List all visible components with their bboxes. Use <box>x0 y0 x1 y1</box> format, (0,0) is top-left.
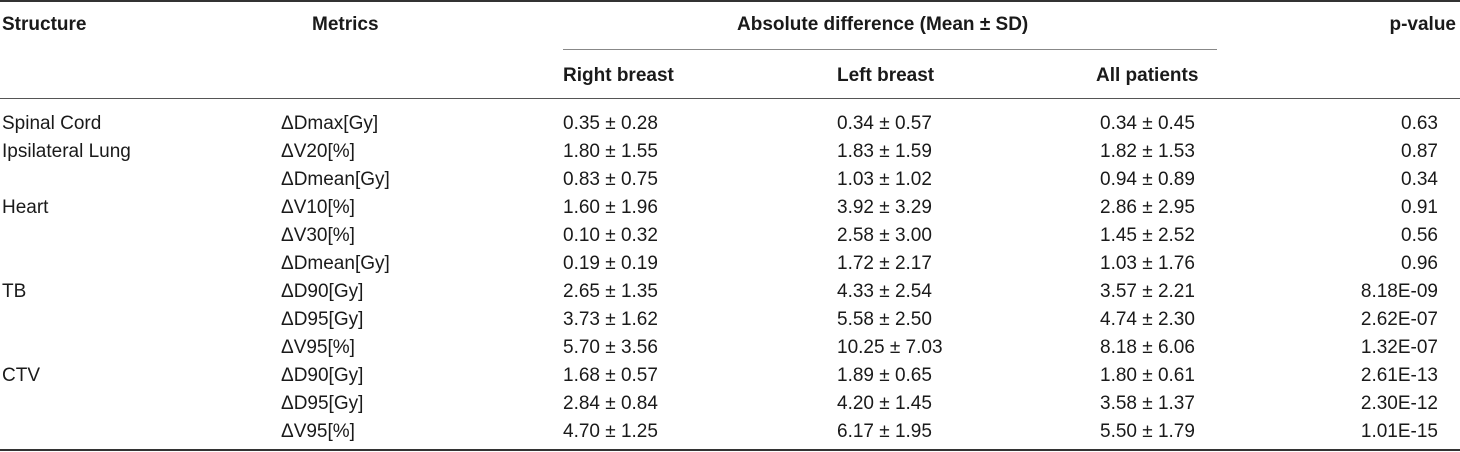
cell-all-patients: 2.86 ± 2.95 <box>1100 197 1195 218</box>
cell-right-breast: 5.70 ± 3.56 <box>563 337 658 358</box>
cell-structure: Spinal Cord <box>2 113 102 134</box>
cell-p-value: 0.56 <box>1401 225 1438 246</box>
cell-left-breast: 1.83 ± 1.59 <box>837 141 932 162</box>
cell-p-value: 2.62E-07 <box>1360 309 1438 330</box>
header-left-breast: Left breast <box>837 65 935 86</box>
cell-p-value: 0.63 <box>1401 113 1438 134</box>
table-row: ΔD95[Gy] 2.84 ± 0.84 4.20 ± 1.45 3.58 ± 1.3… <box>0 391 1460 419</box>
cell-all-patients: 1.80 ± 0.61 <box>1100 365 1195 386</box>
cell-p-value: 0.96 <box>1401 253 1438 274</box>
table-row: ΔD95[Gy] 3.73 ± 1.62 5.58 ± 2.50 4.74 ± 2.3… <box>0 307 1460 335</box>
table-body: Spinal Cord ΔDmax[Gy] 0.35 ± 0.28 0.34 ± 0.… <box>0 111 1460 447</box>
header-rule <box>0 98 1460 99</box>
table-row: CTV ΔD90[Gy] 1.68 ± 0.57 1.89 ± 0.65 1.80 ± … <box>0 363 1460 391</box>
table-row: Ipsilateral Lung ΔV20[%] 1.80 ± 1.55 1.83 ±… <box>0 139 1460 167</box>
table-row: ΔV95[%] 4.70 ± 1.25 6.17 ± 1.95 5.50 ± 1.79… <box>0 419 1460 447</box>
cell-p-value: 2.61E-13 <box>1360 365 1438 386</box>
cell-right-breast: 0.83 ± 0.75 <box>563 169 658 190</box>
cell-right-breast: 1.60 ± 1.96 <box>563 197 658 218</box>
cell-right-breast: 0.19 ± 0.19 <box>563 253 658 274</box>
cell-metric: ΔDmean[Gy] <box>281 253 390 274</box>
top-rule <box>0 0 1460 2</box>
cell-all-patients: 5.50 ± 1.79 <box>1100 421 1195 442</box>
cell-left-breast: 6.17 ± 1.95 <box>837 421 932 442</box>
cell-left-breast: 0.34 ± 0.57 <box>837 113 932 134</box>
cell-right-breast: 2.65 ± 1.35 <box>563 281 658 302</box>
cell-right-breast: 4.70 ± 1.25 <box>563 421 658 442</box>
header-p-value: p-value <box>1389 14 1456 35</box>
table-row: ΔV95[%] 5.70 ± 3.56 10.25 ± 7.03 8.18 ± 6.0… <box>0 335 1460 363</box>
cell-left-breast: 1.03 ± 1.02 <box>837 169 932 190</box>
cell-metric: ΔD90[Gy] <box>281 365 364 386</box>
table-row: ΔDmean[Gy] 0.83 ± 0.75 1.03 ± 1.02 0.94 ± 0… <box>0 167 1460 195</box>
cell-all-patients: 3.58 ± 1.37 <box>1100 393 1195 414</box>
cell-left-breast: 1.89 ± 0.65 <box>837 365 932 386</box>
cell-p-value: 8.18E-09 <box>1360 281 1438 302</box>
cell-right-breast: 3.73 ± 1.62 <box>563 309 658 330</box>
cell-right-breast: 0.35 ± 0.28 <box>563 113 658 134</box>
cell-all-patients: 1.82 ± 1.53 <box>1100 141 1195 162</box>
cell-p-value: 2.30E-12 <box>1360 393 1438 414</box>
header-absolute-difference: Absolute difference (Mean ± SD) <box>737 14 1029 35</box>
cell-left-breast: 5.58 ± 2.50 <box>837 309 932 330</box>
cell-all-patients: 1.03 ± 1.76 <box>1100 253 1195 274</box>
cell-structure: TB <box>2 281 27 302</box>
table-row: ΔV30[%] 0.10 ± 0.32 2.58 ± 3.00 1.45 ± 2.52… <box>0 223 1460 251</box>
cell-left-breast: 4.20 ± 1.45 <box>837 393 932 414</box>
cell-all-patients: 3.57 ± 2.21 <box>1100 281 1195 302</box>
group-header-rule <box>563 49 1217 50</box>
cell-left-breast: 10.25 ± 7.03 <box>837 337 943 358</box>
cell-metric: ΔV10[%] <box>281 197 355 218</box>
cell-p-value: 0.34 <box>1401 169 1438 190</box>
table-row: TB ΔD90[Gy] 2.65 ± 1.35 4.33 ± 2.54 3.57 ± 2… <box>0 279 1460 307</box>
cell-metric: ΔD90[Gy] <box>281 281 364 302</box>
table-row: ΔDmean[Gy] 0.19 ± 0.19 1.72 ± 2.17 1.03 ± 1… <box>0 251 1460 279</box>
cell-left-breast: 3.92 ± 3.29 <box>837 197 932 218</box>
cell-metric: ΔV95[%] <box>281 421 355 442</box>
header-structure: Structure <box>2 14 87 35</box>
cell-left-breast: 4.33 ± 2.54 <box>837 281 932 302</box>
cell-p-value: 1.01E-15 <box>1360 421 1438 442</box>
cell-metric: ΔDmax[Gy] <box>281 113 379 134</box>
header-right-breast: Right breast <box>563 65 674 86</box>
cell-structure: CTV <box>2 365 40 386</box>
cell-metric: ΔV30[%] <box>281 225 355 246</box>
cell-right-breast: 1.68 ± 0.57 <box>563 365 658 386</box>
cell-right-breast: 1.80 ± 1.55 <box>563 141 658 162</box>
cell-p-value: 0.87 <box>1401 141 1438 162</box>
cell-metric: ΔD95[Gy] <box>281 393 364 414</box>
cell-left-breast: 1.72 ± 2.17 <box>837 253 932 274</box>
cell-metric: ΔDmean[Gy] <box>281 169 390 190</box>
header-metrics: Metrics <box>312 14 379 35</box>
cell-left-breast: 2.58 ± 3.00 <box>837 225 932 246</box>
cell-right-breast: 0.10 ± 0.32 <box>563 225 658 246</box>
cell-all-patients: 0.34 ± 0.45 <box>1100 113 1195 134</box>
table-row: Heart ΔV10[%] 1.60 ± 1.96 3.92 ± 3.29 2.86 ±… <box>0 195 1460 223</box>
cell-metric: ΔV95[%] <box>281 337 355 358</box>
bottom-rule <box>0 449 1460 451</box>
cell-p-value: 0.91 <box>1401 197 1438 218</box>
cell-metric: ΔV20[%] <box>281 141 355 162</box>
cell-all-patients: 4.74 ± 2.30 <box>1100 309 1195 330</box>
cell-p-value: 1.32E-07 <box>1360 337 1438 358</box>
table-row: Spinal Cord ΔDmax[Gy] 0.35 ± 0.28 0.34 ± 0.… <box>0 111 1460 139</box>
cell-right-breast: 2.84 ± 0.84 <box>563 393 658 414</box>
cell-all-patients: 0.94 ± 0.89 <box>1100 169 1195 190</box>
header-all-patients: All patients <box>1096 65 1199 86</box>
cell-all-patients: 1.45 ± 2.52 <box>1100 225 1195 246</box>
cell-metric: ΔD95[Gy] <box>281 309 364 330</box>
cell-structure: Ipsilateral Lung <box>2 141 131 162</box>
cell-structure: Heart <box>2 197 49 218</box>
cell-all-patients: 8.18 ± 6.06 <box>1100 337 1195 358</box>
